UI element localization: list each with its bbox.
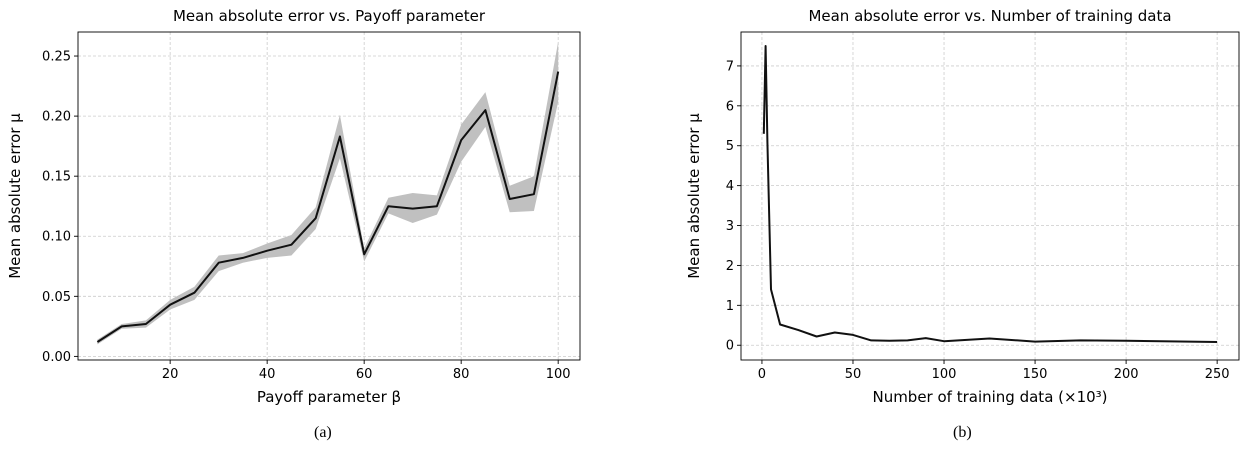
panel-b-x-tick-label: 100 (932, 367, 957, 382)
figure: 20 40 60 80 100 0.000.050.100.150.200.25 Mea… (6, 7, 1240, 406)
panel-a-x-tick-label: 20 (162, 367, 179, 382)
panel-a-x-ticks: 20 40 60 80 100 (162, 360, 571, 382)
panel-a-y-ticks: 0.00 0.05 0.10 0.15 0.20 0.25 (42, 50, 78, 365)
panel-a-error-band (97, 41, 559, 345)
panel-b-title: Mean absolute error vs. Number of traini… (808, 7, 1171, 25)
caption-a: (a) (314, 424, 332, 441)
panel-b-mae-vs-training-data: 0 50 100 150 200 250 0 1 2 3 4 5 6 7 Mean absolute e… (685, 7, 1240, 406)
panel-b-y-tick-label: 3 (726, 219, 734, 234)
panel-b-plot-frame (740, 31, 1240, 361)
panel-a-x-axis-label: Payoff parameter β (257, 388, 401, 406)
panel-a-title: Mean absolute error vs. Payoff parameter (173, 7, 486, 25)
panel-b-y-tick-label: 0 (726, 339, 734, 354)
panel-b-y-tick-label: 5 (726, 139, 734, 154)
panel-a-x-tick-label: 100 (546, 367, 571, 382)
panel-b-x-ticks: 0 50 100 150 200 250 (758, 360, 1230, 382)
panel-a-y-tick-label: 0.20 (42, 110, 71, 125)
panel-a-marks (96, 41, 560, 345)
panel-a-y-tick-label: 0.15 (42, 170, 71, 185)
caption-b: (b) (953, 424, 972, 441)
panel-b-y-tick-label: 1 (726, 299, 734, 314)
panel-a-grid (78, 32, 580, 360)
panel-a-plot-frame (77, 31, 581, 361)
panel-a-x-tick-label: 60 (356, 367, 373, 382)
panel-b-y-axis-label: Mean absolute error μ (685, 113, 703, 279)
panel-b-marks (762, 45, 1218, 343)
panel-a-y-tick-label: 0.25 (42, 50, 71, 65)
panel-a-x-tick-label: 40 (259, 367, 276, 382)
panel-b-y-tick-label: 2 (726, 259, 734, 274)
panel-b-series-line (762, 45, 1218, 343)
panel-a-x-tick-label: 80 (453, 367, 470, 382)
panel-b-y-tick-label: 7 (726, 59, 734, 74)
panel-b-x-tick-label: 200 (1114, 367, 1139, 382)
panel-b-y-tick-label: 6 (726, 99, 734, 114)
panel-b-x-axis-label: Number of training data (×10³) (872, 388, 1107, 406)
panel-b-y-tick-label: 4 (726, 179, 734, 194)
panel-b-x-tick-label: 150 (1023, 367, 1048, 382)
panel-a-series-line (96, 71, 560, 343)
panel-a-y-axis-label: Mean absolute error μ (6, 113, 24, 279)
panel-a-y-tick-label: 0.00 (42, 350, 71, 365)
panel-b-x-tick-label: 0 (758, 367, 766, 382)
panel-b-x-tick-label: 50 (845, 367, 862, 382)
panel-a-mae-vs-payoff: 20 40 60 80 100 0.00 0.05 0.10 0.15 0.20 0.25 Mea… (6, 7, 581, 406)
panel-b-y-ticks: 0 1 2 3 4 5 6 7 (726, 59, 741, 354)
panel-b-x-tick-label: 250 (1205, 367, 1230, 382)
panel-a-y-tick-label: 0.10 (42, 230, 71, 245)
panel-a-y-tick-label: 0.05 (42, 290, 71, 305)
panel-b-grid (741, 32, 1239, 360)
